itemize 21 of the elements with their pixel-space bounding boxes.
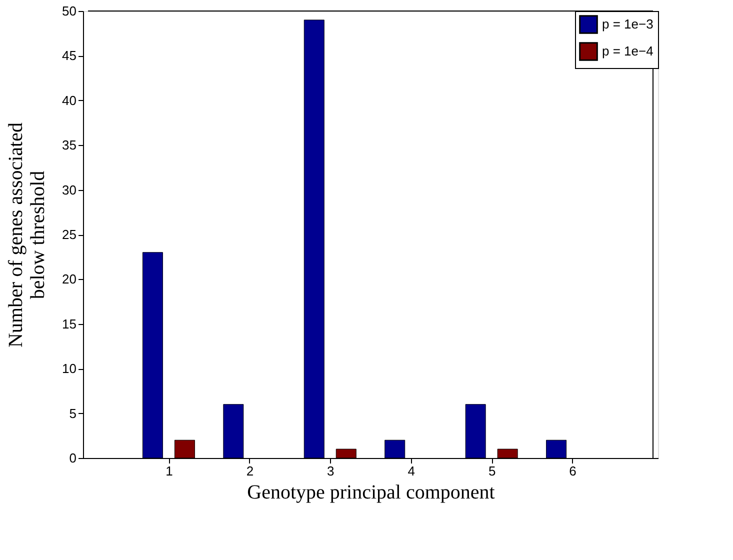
legend-label: p = 1e−4 xyxy=(602,44,654,58)
x-tick-label: 2 xyxy=(246,464,254,478)
x-tick-label: 6 xyxy=(569,464,576,478)
y-tick-label: 35 xyxy=(62,138,76,153)
y-tick-label: 15 xyxy=(62,316,76,332)
y-tick-label: 0 xyxy=(69,450,76,466)
x-axis-title: Genotype principal component xyxy=(247,482,496,504)
y-tick-label: 50 xyxy=(62,4,76,18)
y-tick-label: 10 xyxy=(62,361,76,376)
y-tick-label: 20 xyxy=(62,272,76,287)
x-tick-label: 4 xyxy=(408,464,415,478)
legend-label: p = 1e−3 xyxy=(602,16,654,32)
y-tick-label: 45 xyxy=(62,48,76,64)
y-tick-label: 30 xyxy=(62,182,76,198)
y-axis-title: Number of genes associated below threshold xyxy=(5,122,50,348)
y-tick-label: 25 xyxy=(62,227,76,242)
x-tick-label: 1 xyxy=(166,464,173,478)
y-tick-label: 40 xyxy=(62,92,76,108)
x-tick-label: 5 xyxy=(488,464,496,478)
y-tick-label: 5 xyxy=(69,406,76,421)
x-tick-label: 3 xyxy=(327,464,334,478)
